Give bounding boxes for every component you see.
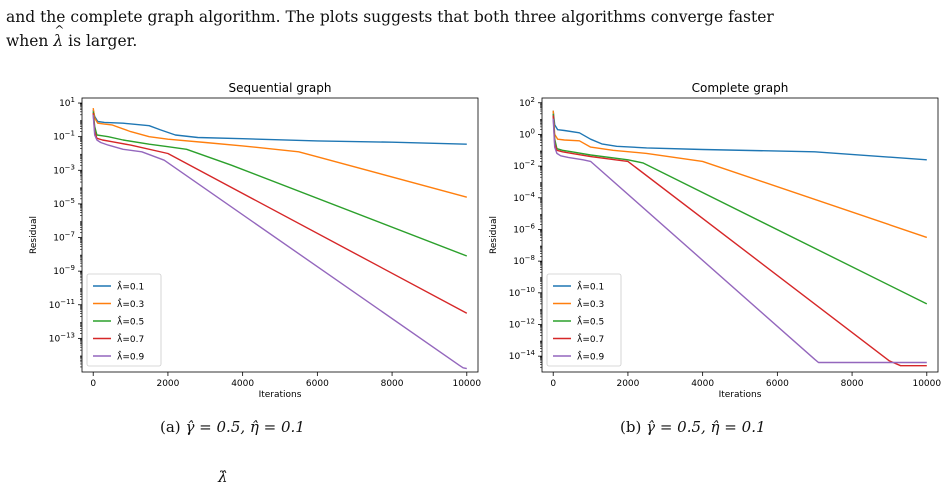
chart-title: Sequential graph bbox=[229, 81, 332, 95]
y-tick-label: 10−8 bbox=[513, 254, 535, 267]
sequential-graph-chart: Sequential graph 101 10−1 10−3 10−5 10−7 10−9 1… bbox=[20, 78, 488, 418]
x-tick-label: 10000 bbox=[912, 379, 941, 389]
bottom-fragment-symbol: λ̂ bbox=[218, 468, 228, 486]
y-tick-label: 101 bbox=[59, 96, 75, 109]
body-line-2-prefix: when bbox=[6, 32, 48, 50]
y-tick-label: 10−4 bbox=[513, 191, 535, 204]
y-tick-label: 10−12 bbox=[509, 317, 535, 330]
body-line-1: and the complete graph algorithm. The pl… bbox=[6, 8, 774, 26]
caption-a-math: γ̂ = 0.5, η̂ = 0.1 bbox=[185, 418, 304, 436]
y-tick-label: 10−10 bbox=[509, 286, 535, 299]
x-tick-label: 8000 bbox=[841, 379, 864, 389]
y-tick-label: 10−7 bbox=[53, 231, 75, 244]
x-tick-label: 10000 bbox=[452, 379, 481, 389]
body-line-2-suffix: is larger. bbox=[68, 32, 137, 50]
y-tick-label: 100 bbox=[519, 127, 535, 140]
y-tick-label: 10−11 bbox=[49, 298, 75, 311]
y-axis-label: Residual bbox=[489, 216, 499, 254]
caption-b-math: γ̂ = 0.5, η̂ = 0.1 bbox=[646, 418, 765, 436]
legend-label: λ̂=0.5 bbox=[117, 315, 144, 328]
legend-label: λ̂=0.1 bbox=[577, 280, 604, 293]
x-tick-label: 0 bbox=[90, 379, 96, 389]
x-tick-label: 8000 bbox=[381, 379, 404, 389]
legend-label: λ̂=0.1 bbox=[117, 280, 144, 293]
series-line-3 bbox=[93, 111, 467, 256]
x-tick-label: 6000 bbox=[766, 379, 789, 389]
y-tick-label: 10−5 bbox=[53, 197, 75, 210]
y-tick-label: 10−13 bbox=[49, 331, 75, 344]
x-tick-label: 0 bbox=[550, 379, 556, 389]
legend-label: λ̂=0.7 bbox=[577, 332, 604, 345]
x-axis-label: Iterations bbox=[719, 390, 762, 400]
caption-b: (b) γ̂ = 0.5, η̂ = 0.1 bbox=[620, 418, 766, 436]
bottom-fragment: λ̂ bbox=[218, 468, 228, 486]
series-line-2 bbox=[553, 111, 927, 238]
caption-b-label: (b) bbox=[620, 418, 641, 436]
series-line-1 bbox=[93, 110, 467, 144]
legend-label: λ̂=0.9 bbox=[577, 350, 604, 363]
lambda-hat-symbol: λ bbox=[53, 29, 63, 53]
legend-label: λ̂=0.3 bbox=[577, 297, 604, 310]
x-tick-label: 4000 bbox=[691, 379, 714, 389]
series-line-1 bbox=[553, 111, 927, 160]
y-tick-label: 10−3 bbox=[53, 163, 75, 176]
y-tick-label: 10−6 bbox=[513, 222, 535, 235]
legend-label: λ̂=0.9 bbox=[117, 350, 144, 363]
caption-a-label: (a) bbox=[160, 418, 181, 436]
y-tick-label: 10−2 bbox=[513, 159, 535, 172]
y-tick-label: 10−14 bbox=[509, 349, 536, 362]
chart-title: Complete graph bbox=[692, 81, 789, 95]
y-tick-label: 102 bbox=[519, 96, 535, 109]
legend-label: λ̂=0.7 bbox=[117, 332, 144, 345]
body-paragraph: and the complete graph algorithm. The pl… bbox=[6, 5, 946, 53]
y-tick-label: 10−9 bbox=[53, 264, 75, 277]
x-axis-label: Iterations bbox=[259, 390, 302, 400]
caption-a: (a) γ̂ = 0.5, η̂ = 0.1 bbox=[160, 418, 305, 436]
complete-graph-chart: Complete graph 102 100 10−2 10−4 10−6 10−8 10−1… bbox=[480, 78, 948, 418]
x-tick-label: 2000 bbox=[156, 379, 179, 389]
x-tick-label: 2000 bbox=[616, 379, 639, 389]
x-tick-label: 4000 bbox=[231, 379, 254, 389]
y-axis-label: Residual bbox=[29, 216, 39, 254]
y-tick-label: 10−1 bbox=[53, 130, 75, 143]
legend-label: λ̂=0.5 bbox=[577, 315, 604, 328]
x-tick-label: 6000 bbox=[306, 379, 329, 389]
legend-label: λ̂=0.3 bbox=[117, 297, 144, 310]
